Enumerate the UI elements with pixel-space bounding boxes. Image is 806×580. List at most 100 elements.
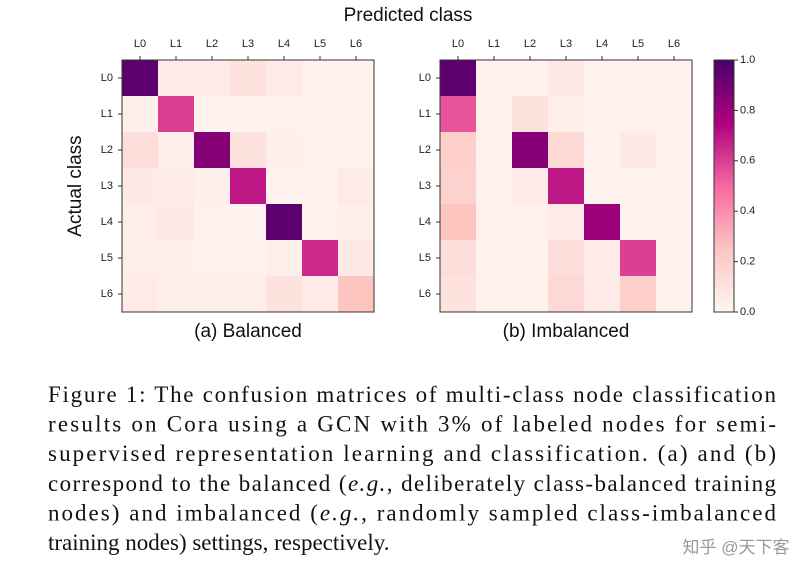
subplot-title: (b) Imbalanced: [503, 321, 630, 342]
x-tick-label: L0: [452, 38, 464, 50]
heatmap-cell: [302, 240, 339, 277]
heatmap-cell: [194, 204, 231, 241]
subplot-title: (a) Balanced: [194, 321, 302, 342]
caption-text: results on Cora using a GCN with 3% of l…: [48, 412, 776, 437]
heatmap-cell: [122, 96, 159, 133]
caption-line: results on Cora using a GCN with 3% of l…: [48, 412, 776, 437]
x-tick-label: L6: [668, 38, 680, 50]
heatmap-cell: [158, 60, 195, 97]
caption-text: training nodes) settings, respectively.: [48, 530, 390, 555]
y-tick-label: L4: [101, 216, 113, 228]
caption-line: Figure 1: The confusion matrices of mult…: [48, 382, 777, 407]
caption-text: , randomly sampled class-imbalanced: [361, 500, 776, 525]
heatmap-cell: [584, 96, 621, 133]
heatmap-cell: [548, 168, 585, 205]
heatmap-cell: [194, 96, 231, 133]
heatmap-cell: [122, 240, 159, 277]
heatmap-cell: [122, 276, 159, 313]
heatmap-cell: [440, 276, 477, 313]
watermark: 知乎 @天下客: [683, 538, 790, 557]
x-tick-label: L6: [350, 38, 362, 50]
heatmap-cell: [440, 168, 477, 205]
caption-line: training nodes) settings, respectively.: [48, 530, 390, 555]
x-tick-label: L3: [560, 38, 572, 50]
heatmap-cell: [512, 240, 549, 277]
heatmap-cell: [266, 60, 303, 97]
heatmap-cell: [302, 132, 339, 169]
heatmap-cell: [230, 96, 267, 133]
caption-line: nodes) and imbalanced (e.g., randomly sa…: [48, 500, 777, 525]
x-tick-label: L1: [170, 38, 182, 50]
heatmap-cell: [122, 132, 159, 169]
heatmap-cell: [584, 60, 621, 97]
heatmap-cell: [620, 60, 657, 97]
heatmap-cell: [548, 60, 585, 97]
heatmap-cell: [548, 204, 585, 241]
heatmap-cell: [512, 204, 549, 241]
heatmap-cell: [158, 132, 195, 169]
heatmap-cell: [584, 132, 621, 169]
heatmap-cell: [512, 96, 549, 133]
caption-text: nodes) and imbalanced (: [48, 500, 318, 525]
x-tick-label: L3: [242, 38, 254, 50]
heatmap-cell: [548, 96, 585, 133]
heatmap-cell: [338, 60, 375, 97]
heatmap-cell: [338, 132, 375, 169]
caption-text: correspond to the balanced (: [48, 471, 347, 496]
heatmap-cell: [584, 204, 621, 241]
heatmap-cell: [512, 276, 549, 313]
heatmap-cell: [266, 168, 303, 205]
heatmap-cell: [476, 204, 513, 241]
heatmap-cell: [620, 168, 657, 205]
heatmap-cell: [512, 132, 549, 169]
y-tick-label: L5: [419, 252, 431, 264]
x-axis-label: Predicted class: [344, 5, 473, 26]
heatmap-cell: [620, 132, 657, 169]
heatmap-cell: [548, 240, 585, 277]
heatmap-cell: [338, 204, 375, 241]
heatmap-cell: [266, 96, 303, 133]
heatmap-cell: [338, 240, 375, 277]
heatmap-cell: [620, 204, 657, 241]
heatmap-cell: [266, 276, 303, 313]
colorbar-tick-label: 0.0: [740, 306, 755, 318]
colorbar: [713, 59, 735, 313]
caption-text: e.g.: [348, 471, 385, 496]
caption-line: correspond to the balanced (e.g., delibe…: [48, 471, 776, 496]
heatmap-cell: [656, 204, 693, 241]
y-tick-label: L2: [101, 144, 113, 156]
heatmap-cell: [194, 168, 231, 205]
heatmap-cell: [476, 240, 513, 277]
heatmap-cell: [158, 204, 195, 241]
heatmap-cell: [656, 60, 693, 97]
y-tick-label: L5: [101, 252, 113, 264]
colorbar-tick-label: 0.8: [740, 104, 755, 116]
x-tick-label: L2: [524, 38, 536, 50]
caption-text: Figure 1: The confusion matrices of mult…: [48, 382, 777, 407]
x-tick-label: L0: [134, 38, 146, 50]
caption-text: , deliberately class-balanced training: [387, 471, 777, 496]
heatmap-cell: [656, 132, 693, 169]
heatmap-cell: [620, 96, 657, 133]
colorbar-tick-label: 1.0: [740, 54, 755, 66]
x-tick-label: L2: [206, 38, 218, 50]
y-tick-label: L6: [419, 288, 431, 300]
x-tick-label: L1: [488, 38, 500, 50]
y-tick-label: L2: [419, 144, 431, 156]
heatmap-cell: [440, 240, 477, 277]
heatmap-cell: [230, 240, 267, 277]
heatmap-cell: [194, 240, 231, 277]
heatmap-cell: [440, 60, 477, 97]
y-axis-label: Actual class: [65, 135, 86, 236]
y-tick-label: L1: [101, 108, 113, 120]
y-tick-label: L3: [419, 180, 431, 192]
heatmap-cell: [194, 60, 231, 97]
y-tick-label: L6: [101, 288, 113, 300]
y-tick-label: L0: [419, 72, 431, 84]
heatmap-cell: [476, 132, 513, 169]
heatmap-cell: [230, 60, 267, 97]
heatmap-cell: [122, 60, 159, 97]
heatmap-cell: [266, 240, 303, 277]
heatmap-cell: [302, 204, 339, 241]
